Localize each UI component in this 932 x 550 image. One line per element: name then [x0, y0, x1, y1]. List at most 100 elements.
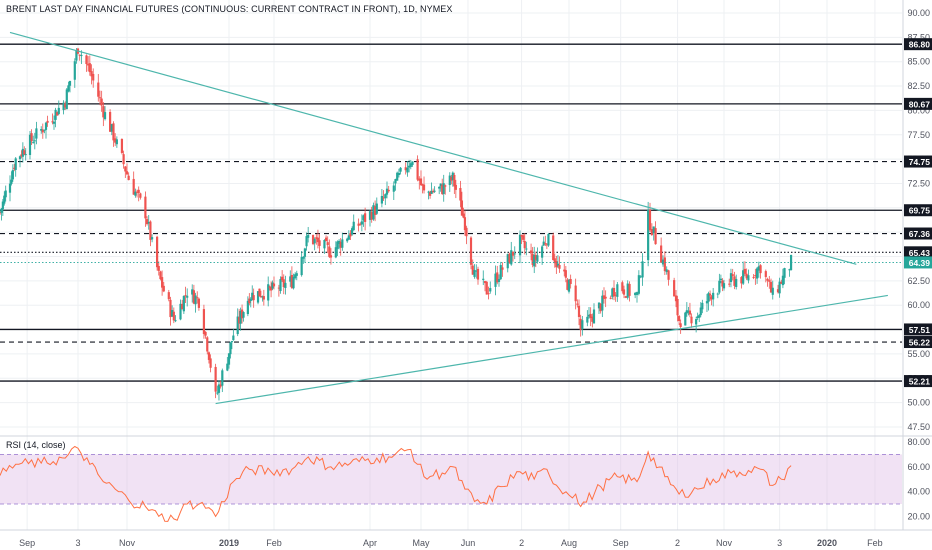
rsi-tick-label: 40.00	[907, 487, 930, 497]
candle-body	[663, 257, 666, 272]
candle-body	[44, 122, 48, 130]
candle-body	[251, 292, 254, 300]
candle-body	[768, 280, 771, 282]
rsi-tick-label: 20.00	[907, 511, 930, 521]
candle-body	[114, 138, 117, 143]
candle-body	[581, 320, 584, 330]
candle-body	[221, 370, 224, 386]
y-tick-label: 90.00	[907, 8, 930, 18]
level-badge	[904, 204, 932, 217]
candle-body	[334, 247, 337, 258]
candle-body	[372, 205, 375, 220]
candle-body	[323, 239, 326, 249]
candle-body	[272, 283, 276, 287]
level-badge-label: 56.22	[909, 338, 931, 348]
candle-body	[172, 311, 175, 321]
candle-body	[144, 196, 147, 219]
candle-body	[592, 309, 596, 324]
candle-body	[216, 392, 219, 394]
candle-body	[430, 190, 433, 194]
gridlines	[0, 0, 902, 530]
candle-body	[67, 85, 70, 92]
candle-body	[54, 109, 57, 120]
candle-body	[721, 280, 724, 287]
candle-body	[134, 191, 137, 196]
candle-body	[783, 268, 786, 278]
candle-body	[120, 139, 124, 153]
candle-body	[318, 240, 321, 246]
candle-body	[364, 213, 367, 222]
y-tick-label: 80.00	[907, 105, 930, 115]
candle-body	[313, 239, 316, 244]
candle-body	[11, 170, 14, 180]
candle-body	[406, 167, 409, 173]
candle-body	[346, 238, 349, 242]
candle-body	[267, 284, 270, 301]
candle-body	[665, 269, 668, 273]
candle-body	[194, 295, 197, 305]
candle-body	[574, 285, 577, 302]
candle-body	[97, 82, 100, 97]
candle-body	[624, 296, 627, 298]
candle-body	[277, 287, 280, 289]
candle-body	[451, 172, 454, 181]
level-badge	[904, 336, 932, 349]
candle-body	[209, 358, 212, 368]
candle-body	[497, 279, 501, 282]
candle-body	[699, 307, 702, 316]
level-badge	[904, 97, 932, 110]
candle-body	[360, 221, 363, 225]
candle-body	[735, 278, 738, 288]
level-badge	[904, 38, 932, 51]
y-tick-label: 62.50	[907, 276, 930, 286]
candle-body	[294, 274, 297, 279]
candle-body	[305, 236, 308, 247]
candle-body	[534, 254, 537, 260]
candle-body	[576, 303, 579, 305]
level-badge	[904, 323, 932, 336]
candle-body	[394, 179, 397, 184]
candle-body	[780, 281, 783, 284]
candle-body	[0, 212, 2, 214]
level-badge-label: 69.75	[909, 206, 931, 216]
candle-body	[409, 163, 412, 167]
candle-body	[197, 298, 201, 308]
candle-body	[489, 288, 492, 292]
candle-body	[427, 191, 430, 193]
candle-body	[290, 274, 293, 288]
candle-body	[171, 310, 174, 317]
y-tick-label: 72.50	[907, 178, 930, 188]
candle-body	[634, 292, 637, 296]
candle-body	[259, 296, 263, 298]
candle-body	[778, 281, 781, 294]
candle-body	[759, 265, 762, 274]
candle-body	[23, 150, 26, 155]
candle-body	[602, 295, 606, 299]
y-tick-label: 85.00	[907, 57, 930, 67]
candle-body	[40, 129, 43, 131]
candle-body	[248, 298, 251, 304]
candle-body	[626, 283, 629, 298]
candle-body	[459, 187, 462, 201]
candle-body	[132, 178, 135, 195]
candle-body	[385, 188, 389, 195]
last-price-badge	[904, 256, 932, 269]
candle-body	[742, 270, 745, 284]
candle-body	[729, 273, 733, 283]
x-tick-label: Jun	[461, 538, 476, 548]
candle-body	[544, 243, 547, 245]
candle-body	[359, 223, 362, 225]
candle-body	[112, 123, 115, 141]
candle-body	[533, 255, 536, 267]
candle-body	[673, 280, 676, 297]
candle-body	[347, 235, 350, 240]
candle-body	[186, 295, 189, 298]
candle-body	[685, 310, 688, 314]
candle-body	[421, 184, 424, 186]
candle-body	[589, 314, 592, 319]
candle-body	[674, 295, 678, 302]
candle-body	[124, 166, 127, 172]
candle-body	[463, 217, 467, 231]
